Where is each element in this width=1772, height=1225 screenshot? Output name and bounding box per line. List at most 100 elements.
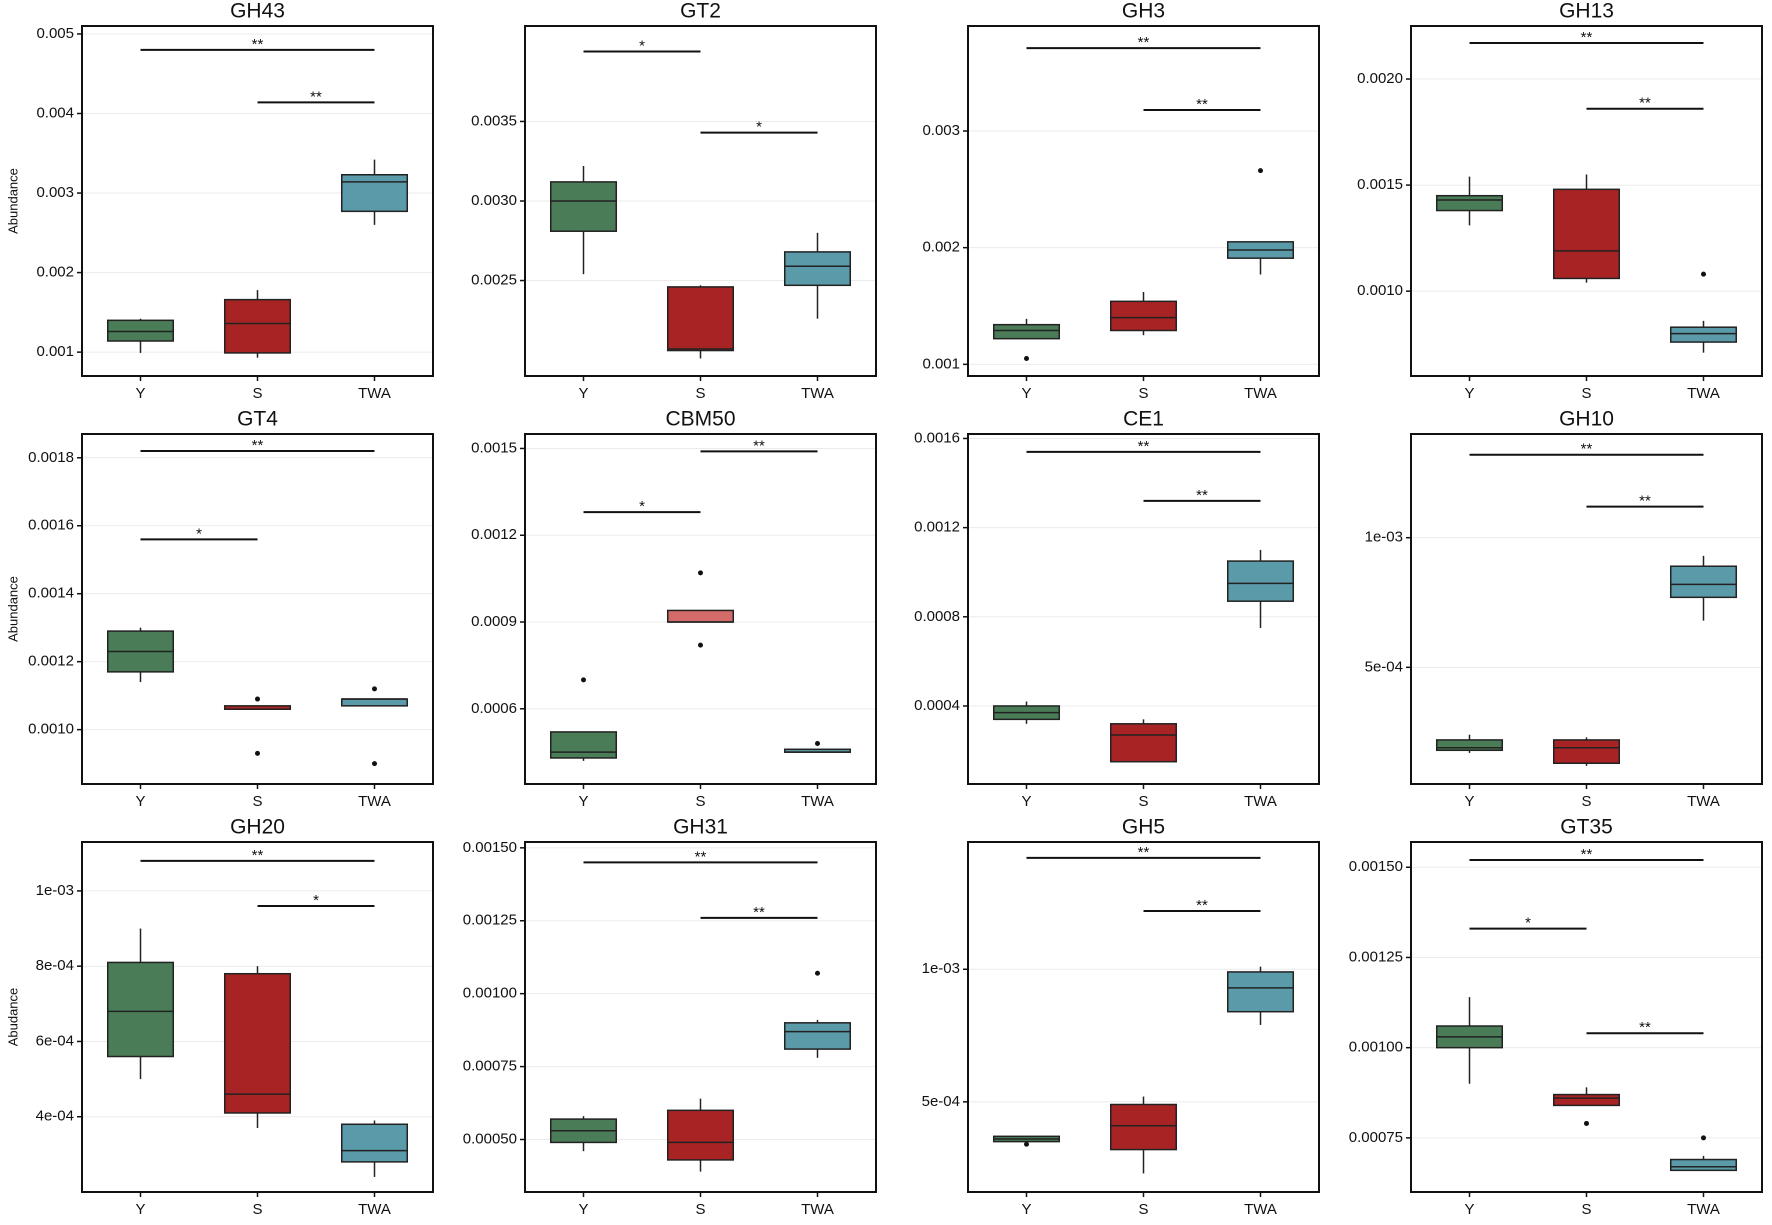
- box: [666, 286, 735, 352]
- box: [1669, 565, 1738, 599]
- y-tick-label: 0.00075: [1349, 1129, 1403, 1146]
- box: [549, 181, 618, 232]
- x-tick-label: Y: [578, 1201, 588, 1218]
- outlier: [372, 761, 377, 767]
- x-tick-label: S: [1581, 793, 1591, 810]
- box: [666, 609, 735, 623]
- outlier: [698, 642, 703, 648]
- significance-label: *: [639, 37, 645, 54]
- significance-label: **: [1196, 897, 1208, 914]
- x-tick-label: Y: [1464, 385, 1474, 402]
- panel-title: GT4: [237, 408, 278, 431]
- x-tick-label: S: [252, 1201, 262, 1218]
- y-tick-label: 0.00100: [463, 985, 517, 1002]
- y-tick-label: 0.0012: [471, 526, 517, 543]
- plot-frame: [524, 25, 877, 377]
- panel-title: GH20: [230, 816, 285, 839]
- panel: GH43 Abundance 0.001 0.002 0.003 0.004 0.005 Y S…: [5, 0, 434, 402]
- panel-title: GH31: [673, 816, 728, 839]
- y-tick-label: 0.003: [36, 184, 74, 201]
- outlier: [1584, 1120, 1589, 1126]
- x-tick-label: Y: [1464, 793, 1474, 810]
- panel: GH13 0.0010 0.0015 0.0020 Y S TWA ** **: [1357, 0, 1763, 402]
- y-tick-label: 0.0015: [1357, 176, 1403, 193]
- x-tick-label: TWA: [801, 385, 834, 402]
- panel-title: CBM50: [665, 408, 735, 431]
- x-tick-label: S: [695, 385, 705, 402]
- outlier: [1024, 1141, 1029, 1147]
- significance-label: *: [313, 892, 319, 909]
- significance-label: **: [1639, 95, 1651, 112]
- plot-frame: [81, 25, 434, 377]
- box: [1109, 1103, 1178, 1151]
- box: [1552, 739, 1621, 765]
- outlier: [1701, 1135, 1706, 1141]
- y-tick-label: 0.0004: [914, 697, 960, 714]
- x-tick-label: TWA: [358, 385, 391, 402]
- significance-label: **: [753, 437, 765, 454]
- panel: GH31 0.00050 0.00075 0.00100 0.00125 0.00150 Y…: [463, 816, 877, 1218]
- y-tick-label: 0.0030: [471, 192, 517, 209]
- x-tick-label: TWA: [801, 1201, 834, 1218]
- y-tick-label: 0.0009: [471, 613, 517, 630]
- x-tick-label: S: [252, 793, 262, 810]
- plot-frame: [967, 841, 1320, 1193]
- outlier: [1701, 271, 1706, 277]
- box: [1109, 723, 1178, 763]
- y-tick-label: 5e-04: [922, 1093, 960, 1110]
- y-tick-label: 6e-04: [36, 1032, 74, 1049]
- y-tick-label: 0.0010: [1357, 282, 1403, 299]
- plot-frame: [524, 841, 877, 1193]
- significance-label: **: [1196, 487, 1208, 504]
- y-tick-label: 0.002: [36, 264, 74, 281]
- y-axis-label: Abundance: [5, 576, 20, 642]
- box: [549, 731, 618, 759]
- significance-label: *: [756, 119, 762, 136]
- panel: GT2 0.0025 0.0030 0.0035 Y S TWA * *: [471, 0, 877, 402]
- plot-frame: [967, 433, 1320, 785]
- panel-title: GH43: [230, 0, 285, 23]
- box: [106, 319, 175, 342]
- x-tick-label: Y: [1021, 385, 1031, 402]
- significance-label: *: [196, 525, 202, 542]
- significance-label: **: [1581, 441, 1593, 458]
- plot-frame: [1410, 25, 1763, 377]
- outlier: [698, 570, 703, 576]
- y-axis-label: Abundance: [5, 168, 20, 234]
- plot-frame: [1410, 433, 1763, 785]
- y-tick-label: 0.0014: [28, 585, 74, 602]
- box: [223, 298, 292, 354]
- y-tick-label: 0.005: [36, 25, 74, 42]
- y-tick-label: 1e-03: [1365, 529, 1403, 546]
- y-tick-label: 0.00150: [463, 839, 517, 856]
- plot-frame: [81, 841, 434, 1193]
- x-tick-label: TWA: [358, 793, 391, 810]
- y-tick-label: 0.0016: [914, 429, 960, 446]
- outlier: [255, 750, 260, 756]
- box: [1226, 971, 1295, 1013]
- panel-title: GH5: [1122, 816, 1165, 839]
- plot-frame: [967, 25, 1320, 377]
- y-tick-label: 4e-04: [36, 1108, 74, 1125]
- x-tick-label: TWA: [358, 1201, 391, 1218]
- significance-label: **: [252, 36, 264, 53]
- panel-title: GH10: [1559, 408, 1614, 431]
- outlier: [815, 741, 820, 747]
- y-tick-label: 5e-04: [1365, 658, 1403, 675]
- plot-frame: [81, 433, 434, 785]
- significance-label: **: [1581, 846, 1593, 863]
- y-tick-label: 0.00125: [463, 912, 517, 929]
- box: [1552, 188, 1621, 280]
- outlier: [255, 696, 260, 702]
- x-tick-label: S: [1581, 385, 1591, 402]
- significance-label: **: [753, 904, 765, 921]
- x-tick-label: Y: [1021, 1201, 1031, 1218]
- significance-label: **: [1581, 29, 1593, 46]
- y-tick-label: 0.002: [922, 239, 960, 256]
- box: [992, 323, 1061, 340]
- box: [1552, 1093, 1621, 1107]
- significance-label: **: [252, 437, 264, 454]
